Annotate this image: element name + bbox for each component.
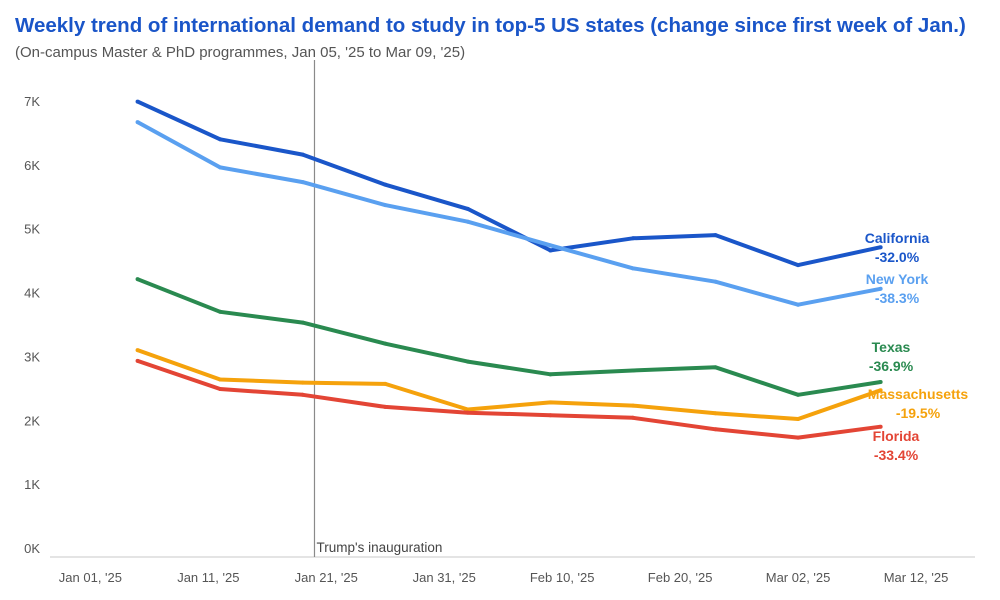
data-point-new-york: [218, 165, 223, 170]
data-point-new-york: [713, 279, 718, 284]
data-point-california: [300, 152, 305, 157]
series-line-texas: [136, 277, 881, 397]
data-point-california: [630, 236, 635, 241]
data-point-texas: [878, 380, 883, 385]
data-point-massachusetts: [465, 407, 470, 412]
data-point-florida: [300, 392, 305, 397]
data-point-texas: [630, 368, 635, 373]
data-point-massachusetts: [713, 411, 718, 416]
data-point-new-york: [878, 286, 883, 291]
annotations: Trump's inauguration: [313, 60, 442, 557]
y-tick-label: 6K: [24, 158, 40, 173]
series-change-texas: -36.9%: [869, 358, 914, 374]
data-point-massachusetts: [218, 377, 223, 382]
y-tick-label: 3K: [24, 349, 40, 364]
x-tick-label: Feb 20, '25: [648, 570, 713, 585]
data-point-texas: [383, 341, 388, 346]
data-point-new-york: [383, 203, 388, 208]
data-point-texas: [218, 309, 223, 314]
data-point-florida: [713, 427, 718, 432]
series-line-massachusetts: [136, 348, 882, 421]
series-change-california: -32.0%: [875, 249, 920, 265]
data-point-florida: [630, 415, 635, 420]
series-change-new-york: -38.3%: [875, 290, 920, 306]
data-point-florida: [465, 410, 470, 415]
y-tick-label: 5K: [24, 222, 40, 237]
data-point-florida: [135, 358, 140, 363]
data-point-new-york: [135, 120, 140, 125]
series-label-california: California: [865, 230, 930, 246]
x-tick-label: Jan 21, '25: [295, 570, 358, 585]
data-point-massachusetts: [135, 348, 140, 353]
data-point-florida: [218, 387, 223, 392]
data-point-california: [218, 137, 223, 142]
series-label-florida: Florida: [873, 428, 920, 444]
data-point-florida: [878, 424, 883, 429]
data-point-massachusetts: [300, 380, 305, 385]
series-line-florida: [136, 359, 881, 440]
data-point-california: [796, 263, 801, 268]
series: [135, 99, 883, 440]
data-point-california: [465, 206, 470, 211]
y-tick-label: 4K: [24, 286, 40, 301]
data-point-california: [135, 99, 140, 104]
data-point-new-york: [548, 243, 553, 248]
series-label-new-york: New York: [866, 271, 929, 287]
data-point-texas: [713, 365, 718, 370]
series-label-massachusetts: Massachusetts: [868, 386, 969, 402]
data-point-texas: [135, 277, 140, 282]
axes: 0K 1K 2K 3K 4K 5K 6K 7K Jan 01, '25 Jan 11, '25 Ja…: [24, 94, 975, 585]
data-point-texas: [548, 372, 553, 377]
chart-title: Weekly trend of international demand to …: [15, 14, 966, 37]
y-tick-label: 2K: [24, 413, 40, 428]
series-labels: California -32.0% New York -38.3% Texas -36.9…: [865, 230, 969, 463]
data-point-massachusetts: [878, 388, 883, 393]
x-tick-label: Feb 10, '25: [530, 570, 595, 585]
data-point-new-york: [300, 180, 305, 185]
data-point-massachusetts: [630, 403, 635, 408]
x-tick-label: Jan 11, '25: [177, 570, 239, 585]
data-point-california: [878, 245, 883, 250]
data-point-massachusetts: [548, 400, 553, 405]
data-point-texas: [300, 320, 305, 325]
series-change-florida: -33.4%: [874, 447, 919, 463]
data-point-florida: [548, 413, 553, 418]
data-point-massachusetts: [796, 417, 801, 422]
series-line-california: [136, 99, 882, 268]
series-change-massachusetts: -19.5%: [896, 405, 941, 421]
data-point-new-york: [796, 302, 801, 307]
x-tick-label: Jan 31, '25: [413, 570, 476, 585]
data-point-new-york: [630, 266, 635, 271]
x-tick-label: Mar 02, '25: [766, 570, 831, 585]
x-tick-label: Jan 01, '25: [59, 570, 122, 585]
data-point-california: [548, 248, 553, 253]
x-tick-label: Mar 12, '25: [884, 570, 949, 585]
data-point-florida: [383, 404, 388, 409]
data-point-california: [713, 233, 718, 238]
data-point-california: [383, 182, 388, 187]
series-label-texas: Texas: [872, 339, 911, 355]
series-line-new-york: [136, 120, 881, 307]
data-point-massachusetts: [383, 381, 388, 386]
inauguration-label: Trump's inauguration: [316, 540, 442, 555]
data-point-florida: [796, 435, 801, 440]
data-point-texas: [465, 359, 470, 364]
chart-subtitle: (On-campus Master & PhD programmes, Jan …: [15, 44, 466, 61]
y-tick-label: 0K: [24, 541, 40, 556]
y-tick-label: 1K: [24, 477, 40, 492]
y-tick-label: 7K: [24, 94, 40, 109]
data-point-texas: [796, 392, 801, 397]
data-point-new-york: [465, 219, 470, 224]
